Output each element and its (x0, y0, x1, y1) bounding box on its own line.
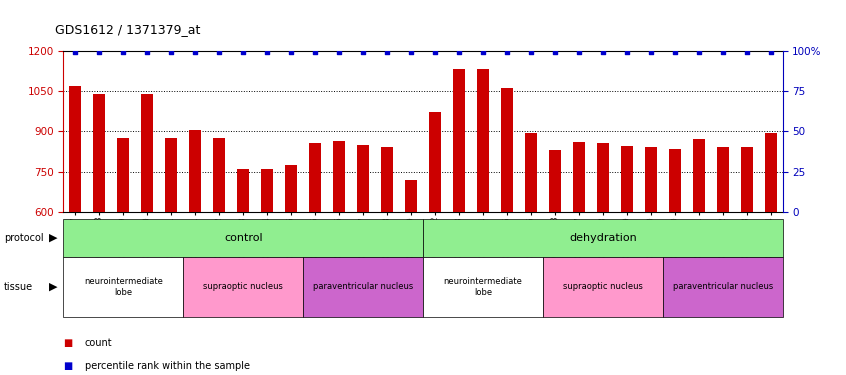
Text: neurointermediate
lobe: neurointermediate lobe (443, 277, 522, 297)
Point (667, 49, 681, 55)
Text: tissue: tissue (4, 282, 33, 292)
Bar (309, 143, 321, 212)
Point (476, 49, 490, 55)
Text: supraoptic nucleus: supraoptic nucleus (203, 282, 283, 291)
Text: percentile rank within the sample: percentile rank within the sample (85, 361, 250, 370)
Point (452, 49, 465, 55)
Bar (453, 69, 465, 212)
Point (69, 49, 82, 55)
Point (164, 49, 178, 55)
Point (308, 49, 321, 55)
Bar (213, 138, 225, 212)
Point (236, 49, 250, 55)
Point (716, 49, 729, 55)
Text: GDS1612 / 1371379_at: GDS1612 / 1371379_at (55, 22, 201, 36)
Point (644, 49, 657, 55)
Text: count: count (85, 338, 113, 348)
Text: paraventricular nucleus: paraventricular nucleus (673, 282, 772, 291)
Bar (501, 88, 513, 212)
Text: neurointermediate
lobe: neurointermediate lobe (84, 277, 162, 297)
Bar (645, 147, 656, 212)
Text: supraoptic nucleus: supraoptic nucleus (563, 282, 643, 291)
Text: ▶: ▶ (49, 233, 58, 243)
Bar (381, 147, 393, 212)
Point (764, 49, 777, 55)
Point (428, 49, 442, 55)
Bar (477, 69, 489, 212)
Point (92, 49, 106, 55)
Bar (405, 180, 417, 212)
Point (117, 49, 130, 55)
Bar (765, 133, 777, 212)
Point (739, 49, 753, 55)
Bar (285, 165, 297, 212)
Point (596, 49, 609, 55)
Point (524, 49, 537, 55)
Point (692, 49, 706, 55)
Point (572, 49, 585, 55)
Bar (333, 141, 345, 212)
Point (620, 49, 634, 55)
Bar (693, 139, 705, 212)
Point (356, 49, 370, 55)
Bar (237, 169, 250, 212)
Bar (429, 112, 441, 212)
Point (261, 49, 274, 55)
Bar (141, 94, 153, 212)
Point (380, 49, 393, 55)
Bar (668, 149, 681, 212)
Bar (261, 169, 273, 212)
Bar (93, 94, 106, 212)
Bar (190, 130, 201, 212)
Point (212, 49, 226, 55)
Text: ■: ■ (63, 338, 73, 348)
Text: paraventricular nucleus: paraventricular nucleus (313, 282, 413, 291)
Bar (740, 147, 753, 212)
Bar (549, 150, 561, 212)
Bar (357, 145, 369, 212)
Point (500, 49, 514, 55)
Point (284, 49, 298, 55)
Text: dehydration: dehydration (569, 233, 637, 243)
Point (140, 49, 154, 55)
Bar (525, 133, 537, 212)
Text: ▶: ▶ (49, 282, 58, 292)
Bar (573, 142, 585, 212)
Point (548, 49, 562, 55)
Bar (621, 146, 633, 212)
Text: control: control (224, 233, 262, 243)
Bar (596, 143, 609, 212)
Point (189, 49, 202, 55)
Point (404, 49, 418, 55)
Bar (165, 138, 178, 212)
Text: protocol: protocol (4, 233, 44, 243)
Bar (717, 147, 728, 212)
Bar (69, 86, 81, 212)
Text: ■: ■ (63, 361, 73, 370)
Point (332, 49, 346, 55)
Bar (118, 138, 129, 212)
